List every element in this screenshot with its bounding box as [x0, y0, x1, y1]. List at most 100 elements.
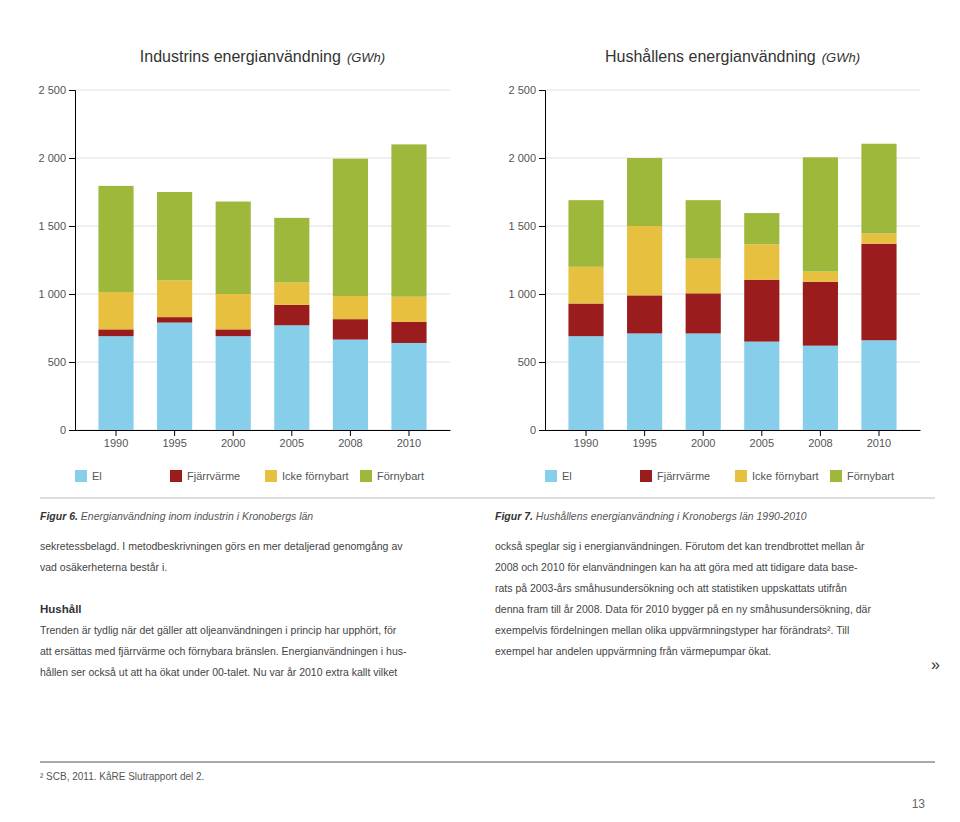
bar	[627, 295, 662, 333]
separator	[40, 762, 935, 763]
title: Industrins energianvändning(GWh)	[140, 48, 385, 65]
chart: 19901995200020052008201005001 0001 5002 …	[508, 48, 920, 482]
caption-number: Figur 7.	[495, 510, 533, 522]
bar	[157, 323, 192, 430]
bar	[744, 280, 779, 342]
body-text: rats på 2003-års småhusundersökning och …	[495, 582, 847, 594]
footnote: ² SCB, 2011. KåRE Slutrapport del 2.	[40, 771, 204, 782]
y-tick: 2 000	[508, 152, 545, 164]
legend-item: Icke förnybart	[735, 470, 819, 482]
y-tick-mark	[69, 90, 75, 91]
x-tick: 2008	[338, 430, 362, 449]
x-tick-label: 2005	[750, 437, 774, 449]
x-tick-mark	[703, 430, 704, 436]
x-tick-mark	[116, 430, 117, 436]
legend-swatch	[265, 470, 277, 482]
bar	[333, 159, 368, 296]
y-axis-line	[539, 91, 546, 431]
x-tick: 2010	[867, 430, 891, 449]
bar	[98, 336, 133, 430]
x-tick: 2005	[750, 430, 774, 449]
bar	[157, 280, 192, 317]
bar	[861, 244, 896, 341]
separator	[40, 498, 935, 499]
legend-swatch	[360, 470, 372, 482]
y-tick-mark	[539, 294, 545, 295]
y-tick: 1 500	[508, 220, 545, 232]
legend-label: Förnybart	[847, 470, 894, 482]
x-tick: 1995	[632, 430, 656, 449]
legend-swatch	[735, 470, 747, 482]
legend-label: El	[562, 470, 572, 482]
y-tick: 0	[530, 424, 545, 436]
y-tick-mark	[69, 362, 75, 363]
bar	[803, 272, 838, 282]
y-tick-label: 2 000	[508, 152, 536, 164]
legend-label: Förnybart	[377, 470, 424, 482]
legend-item: Icke förnybart	[265, 470, 349, 482]
y-tick-label: 1 500	[508, 220, 536, 232]
bar	[744, 342, 779, 430]
legend-item: Fjärrvärme	[170, 470, 240, 482]
grid	[545, 90, 920, 430]
title-unit: (GWh)	[347, 50, 385, 65]
x-axis: 199019952000200520082010	[546, 430, 921, 449]
x-tick-mark	[586, 430, 587, 436]
caption: Figur 7. Hushållens energianvändning i K…	[495, 510, 807, 522]
x-tick-label: 2000	[221, 437, 245, 449]
bar	[391, 322, 426, 343]
nav-arrow: »	[931, 656, 940, 673]
x-tick-label: 2008	[808, 437, 832, 449]
y-tick-label: 2 000	[38, 152, 66, 164]
y-tick-label: 2 500	[508, 84, 536, 96]
bar	[98, 292, 133, 329]
bar	[216, 336, 251, 430]
bar	[568, 200, 603, 267]
x-tick-label: 1995	[162, 437, 186, 449]
legend-label: Icke förnybart	[282, 470, 349, 482]
page-number: 13	[912, 797, 926, 811]
caption-number: Figur 6.	[40, 510, 78, 522]
x-tick: 2008	[808, 430, 832, 449]
x-tick: 1990	[574, 430, 598, 449]
x-tick-label: 2008	[338, 437, 362, 449]
bar-series	[98, 305, 426, 343]
bar	[627, 333, 662, 430]
grid	[75, 90, 450, 430]
body-text: exempel har andelen uppvärmning från vär…	[495, 645, 771, 657]
x-axis-line	[76, 430, 451, 431]
bar	[333, 296, 368, 319]
body-text: denna fram till år 2008. Data för 2010 b…	[495, 603, 871, 615]
bar	[274, 218, 309, 283]
bar	[861, 340, 896, 430]
legend-label: El	[92, 470, 102, 482]
y-tick: 1 000	[38, 288, 75, 300]
bar	[333, 340, 368, 430]
x-tick-mark	[878, 430, 879, 436]
x-tick-mark	[408, 430, 409, 436]
y-tick-mark	[69, 226, 75, 227]
caption-text: Hushållens energianvändning i Kronobergs…	[533, 510, 807, 522]
bar	[686, 200, 721, 258]
y-axis: 05001 0001 5002 0002 500	[508, 84, 545, 436]
body-text: exempelvis fördelningen mellan olika upp…	[495, 624, 849, 636]
body-text: vad osäkerheterna består i.	[40, 561, 167, 573]
bar	[391, 343, 426, 430]
legend-item: Fjärrvärme	[640, 470, 710, 482]
title-unit: (GWh)	[822, 50, 860, 65]
legend-label: Fjärrvärme	[187, 470, 240, 482]
caption-text: Energianvändning inom industrin i Kronob…	[78, 510, 313, 522]
y-tick: 0	[60, 424, 75, 436]
bar	[216, 202, 251, 294]
legend-label: Icke förnybart	[752, 470, 819, 482]
bar-series	[98, 144, 426, 296]
bar	[333, 319, 368, 339]
y-tick-mark	[539, 362, 545, 363]
bar	[157, 317, 192, 322]
y-tick: 2 000	[38, 152, 75, 164]
y-tick-label: 1 500	[38, 220, 66, 232]
x-tick: 2000	[221, 430, 245, 449]
y-tick-mark	[69, 430, 75, 431]
y-tick-label: 2 500	[38, 84, 66, 96]
y-tick: 500	[518, 356, 545, 368]
